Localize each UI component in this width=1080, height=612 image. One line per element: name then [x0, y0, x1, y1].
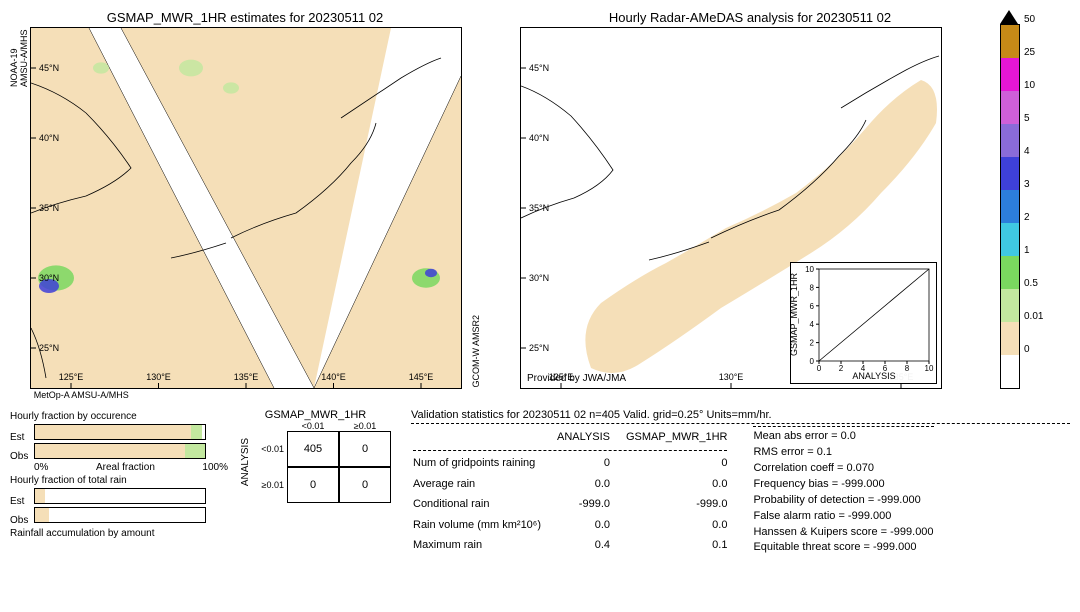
svg-text:25°N: 25°N	[39, 343, 59, 353]
svg-text:45°N: 45°N	[529, 63, 549, 73]
left-map-panel: 25°N 30°N 35°N 40°N 45°N 125°E 130°E 135°E 140°E…	[30, 27, 462, 389]
occurrence-title: Hourly fraction by occurence	[10, 411, 220, 422]
inset-xaxis-label: ANALYSIS	[852, 371, 895, 381]
svg-text:140°E: 140°E	[321, 372, 346, 382]
obs-label-1: Obs	[10, 451, 34, 462]
svg-text:130°E: 130°E	[719, 372, 744, 382]
svg-text:0: 0	[810, 357, 815, 366]
svg-text:8: 8	[810, 283, 815, 292]
matrix-cell-00: 405	[287, 431, 339, 467]
matrix-col-1: ≥0.01	[339, 421, 391, 431]
left-side-label-left: NOAA-19 AMSU-A/MHS	[10, 27, 30, 87]
right-map-panel: 25°N30°N35°N40°N45°N125°E130°E135°E Prov…	[520, 27, 942, 389]
contingency-matrix: GSMAP_MWR_1HR ANALYSIS <0.01 ≥0.01 <0.01…	[240, 409, 391, 503]
left-map-svg: 25°N 30°N 35°N 40°N 45°N 125°E 130°E 135°E 140°E…	[31, 28, 461, 388]
left-side-label-bottom: MetOp-A AMSU-A/MHS	[34, 391, 462, 401]
left-side-label-right: GCOM-W AMSR2	[471, 315, 481, 388]
svg-text:30°N: 30°N	[529, 273, 549, 283]
accum-title: Rainfall accumulation by amount	[10, 528, 220, 539]
matrix-cell-10: 0	[287, 467, 339, 503]
fraction-bars: Hourly fraction by occurence Est Obs 0% …	[10, 409, 220, 541]
est-label-1: Est	[10, 432, 34, 443]
svg-text:35°N: 35°N	[39, 203, 59, 213]
validation-table: ANALYSISGSMAP_MWR_1HR Num of gridpoints …	[411, 426, 743, 557]
inset-scatter-plot: 00224466881010 ANALYSIS GSMAP_MWR_1HR	[790, 262, 937, 384]
svg-text:40°N: 40°N	[529, 133, 549, 143]
svg-text:2: 2	[839, 364, 844, 373]
matrix-title: GSMAP_MWR_1HR	[240, 409, 391, 421]
svg-text:2: 2	[810, 339, 815, 348]
right-map-title: Hourly Radar-AMeDAS analysis for 2023051…	[520, 10, 980, 25]
svg-text:4: 4	[810, 320, 815, 329]
matrix-row-axis: ANALYSIS	[240, 438, 251, 486]
svg-text:145°E: 145°E	[408, 372, 433, 382]
svg-text:8: 8	[905, 364, 910, 373]
axis-min: 0%	[34, 462, 48, 473]
svg-text:130°E: 130°E	[146, 372, 171, 382]
svg-text:25°N: 25°N	[529, 343, 549, 353]
val-col-a: ANALYSIS	[557, 428, 624, 446]
axis-label: Areal fraction	[96, 462, 155, 473]
val-col-b: GSMAP_MWR_1HR	[626, 428, 741, 446]
svg-text:6: 6	[810, 302, 815, 311]
matrix-col-0: <0.01	[287, 421, 339, 431]
rain-title: Hourly fraction of total rain	[10, 475, 220, 486]
svg-text:35°N: 35°N	[529, 203, 549, 213]
svg-text:40°N: 40°N	[39, 133, 59, 143]
left-map-title: GSMAP_MWR_1HR estimates for 20230511 02	[10, 10, 480, 25]
provider-label: Provided by JWA/JMA	[527, 373, 626, 384]
inset-yaxis-label: GSMAP_MWR_1HR	[789, 273, 799, 356]
matrix-cell-11: 0	[339, 467, 391, 503]
svg-text:135°E: 135°E	[233, 372, 258, 382]
svg-text:10: 10	[925, 364, 934, 373]
svg-text:45°N: 45°N	[39, 63, 59, 73]
est-label-2: Est	[10, 496, 34, 507]
metrics-list: Mean abs error = 0.0RMS error = 0.1Corre…	[753, 426, 933, 557]
matrix-cell-01: 0	[339, 431, 391, 467]
matrix-row-1: ≥0.01	[254, 467, 287, 503]
matrix-row-0: <0.01	[254, 431, 287, 467]
svg-text:0: 0	[817, 364, 822, 373]
svg-text:10: 10	[805, 265, 814, 274]
obs-label-2: Obs	[10, 515, 34, 526]
svg-text:30°N: 30°N	[39, 273, 59, 283]
validation-header: Validation statistics for 20230511 02 n=…	[411, 409, 1070, 421]
svg-text:125°E: 125°E	[58, 372, 83, 382]
axis-max: 100%	[202, 462, 228, 473]
